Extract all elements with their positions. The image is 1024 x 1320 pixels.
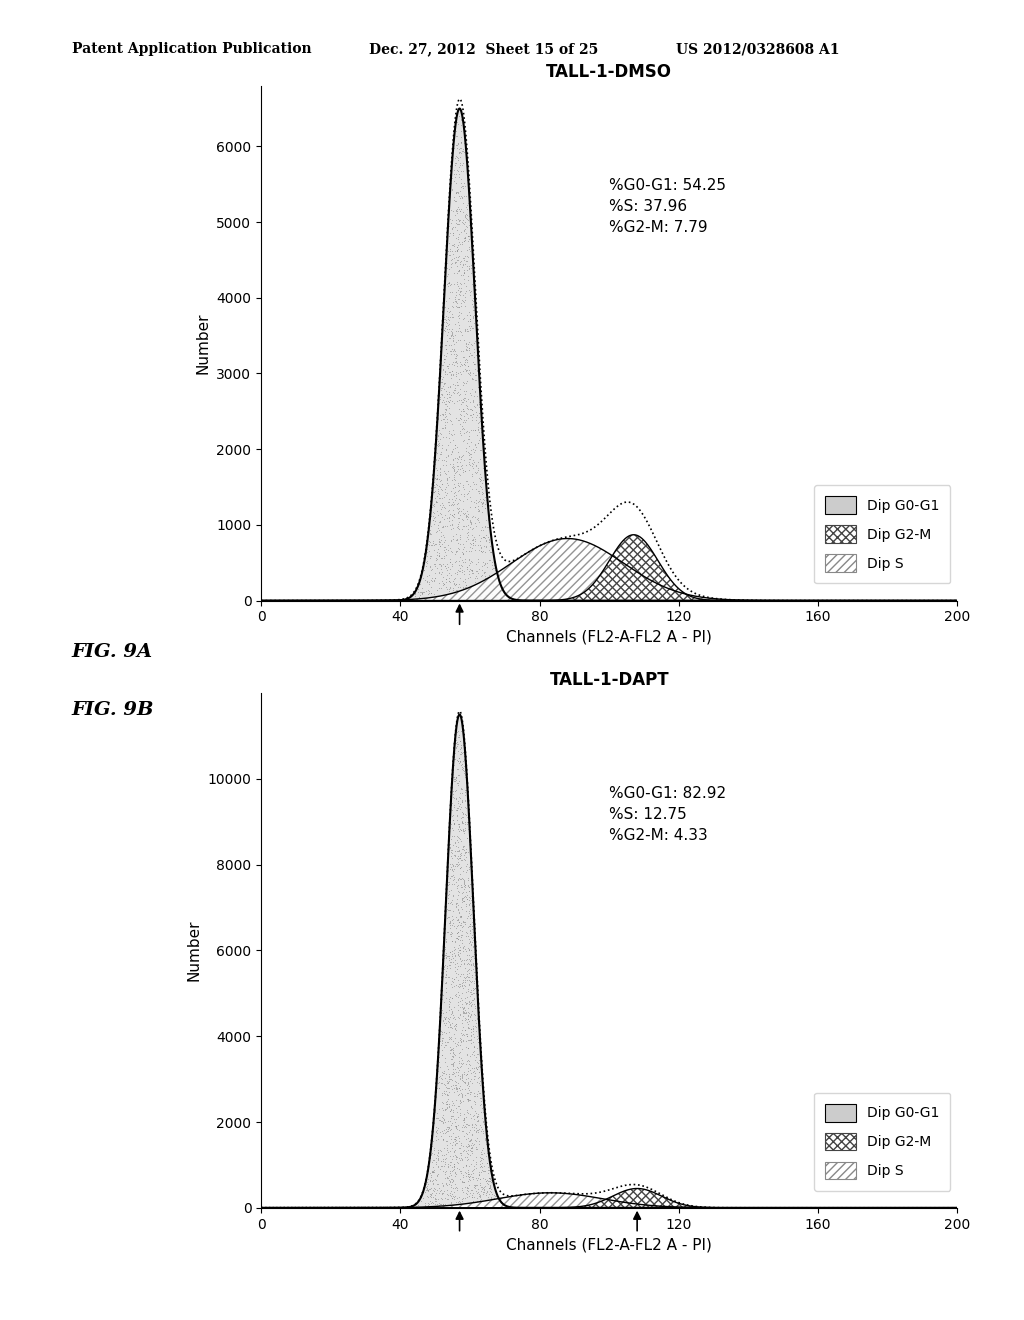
Text: FIG. 9A: FIG. 9A	[72, 643, 153, 661]
Y-axis label: Number: Number	[196, 313, 211, 374]
Legend: Dip G0-G1, Dip G2-M, Dip S: Dip G0-G1, Dip G2-M, Dip S	[814, 486, 950, 583]
X-axis label: Channels (FL2-A-FL2 A - PI): Channels (FL2-A-FL2 A - PI)	[506, 630, 713, 645]
Title: TALL-1-DAPT: TALL-1-DAPT	[550, 671, 669, 689]
X-axis label: Channels (FL2-A-FL2 A - PI): Channels (FL2-A-FL2 A - PI)	[506, 1237, 713, 1253]
Text: Patent Application Publication: Patent Application Publication	[72, 42, 311, 57]
Text: Dec. 27, 2012  Sheet 15 of 25: Dec. 27, 2012 Sheet 15 of 25	[369, 42, 598, 57]
Text: %G0-G1: 54.25
%S: 37.96
%G2-M: 7.79: %G0-G1: 54.25 %S: 37.96 %G2-M: 7.79	[609, 178, 726, 235]
Text: %G0-G1: 82.92
%S: 12.75
%G2-M: 4.33: %G0-G1: 82.92 %S: 12.75 %G2-M: 4.33	[609, 785, 726, 842]
Text: FIG. 9B: FIG. 9B	[72, 701, 155, 719]
Y-axis label: Number: Number	[187, 920, 202, 981]
Legend: Dip G0-G1, Dip G2-M, Dip S: Dip G0-G1, Dip G2-M, Dip S	[814, 1093, 950, 1191]
Text: US 2012/0328608 A1: US 2012/0328608 A1	[676, 42, 840, 57]
Title: TALL-1-DMSO: TALL-1-DMSO	[546, 63, 673, 82]
